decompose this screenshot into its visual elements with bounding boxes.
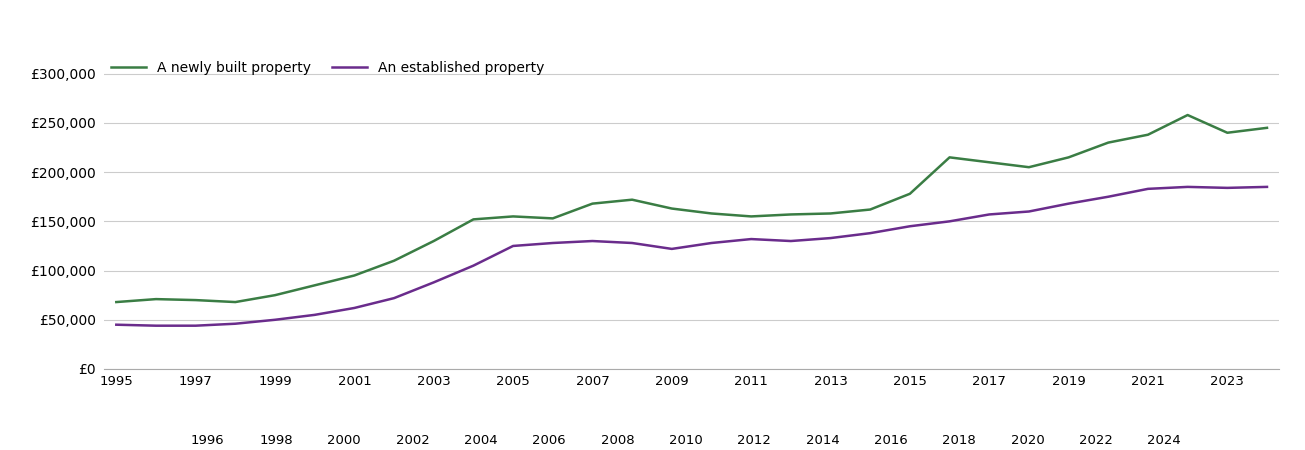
A newly built property — [981, 160, 997, 165]
Text: 2000: 2000 — [328, 434, 361, 447]
Text: 2018: 2018 — [942, 434, 976, 447]
A newly built property — [1061, 155, 1077, 160]
A newly built property — [1259, 125, 1275, 130]
A newly built property — [1021, 165, 1036, 170]
A newly built property — [585, 201, 600, 206]
A newly built property — [268, 292, 283, 298]
An established property — [1021, 209, 1036, 214]
An established property — [466, 263, 482, 268]
An established property — [1061, 201, 1077, 206]
A newly built property — [1100, 140, 1116, 145]
Text: 2024: 2024 — [1147, 434, 1181, 447]
Text: 2010: 2010 — [669, 434, 703, 447]
An established property — [108, 322, 124, 328]
A newly built property — [307, 283, 322, 288]
Line: A newly built property: A newly built property — [116, 115, 1267, 302]
An established property — [902, 224, 917, 229]
A newly built property — [425, 238, 441, 244]
A newly built property — [1219, 130, 1235, 135]
A newly built property — [505, 214, 521, 219]
An established property — [703, 240, 719, 246]
Text: 2014: 2014 — [805, 434, 839, 447]
Text: 2022: 2022 — [1079, 434, 1113, 447]
Text: 2008: 2008 — [600, 434, 634, 447]
A newly built property — [1180, 112, 1195, 118]
A newly built property — [664, 206, 680, 211]
A newly built property — [466, 216, 482, 222]
A newly built property — [783, 212, 799, 217]
Text: 2006: 2006 — [532, 434, 566, 447]
A newly built property — [347, 273, 363, 278]
A newly built property — [744, 214, 760, 219]
Text: 2012: 2012 — [737, 434, 771, 447]
A newly built property — [624, 197, 639, 202]
An established property — [981, 212, 997, 217]
An established property — [188, 323, 204, 328]
An established property — [1259, 184, 1275, 189]
Legend: A newly built property, An established property: A newly built property, An established p… — [111, 61, 544, 75]
An established property — [347, 305, 363, 310]
Text: 1998: 1998 — [260, 434, 292, 447]
Text: 2016: 2016 — [874, 434, 908, 447]
Text: 2020: 2020 — [1010, 434, 1044, 447]
Text: 2004: 2004 — [465, 434, 497, 447]
An established property — [822, 235, 838, 241]
An established property — [307, 312, 322, 318]
A newly built property — [545, 216, 561, 221]
An established property — [545, 240, 561, 246]
An established property — [744, 236, 760, 242]
An established property — [1219, 185, 1235, 191]
An established property — [149, 323, 164, 328]
An established property — [227, 321, 243, 326]
An established property — [942, 219, 958, 224]
Text: 2002: 2002 — [395, 434, 429, 447]
An established property — [425, 279, 441, 285]
A newly built property — [863, 207, 878, 212]
An established property — [783, 238, 799, 244]
Text: 1996: 1996 — [191, 434, 224, 447]
A newly built property — [703, 211, 719, 216]
An established property — [1141, 186, 1156, 192]
An established property — [1100, 194, 1116, 199]
An established property — [863, 230, 878, 236]
A newly built property — [108, 299, 124, 305]
An established property — [505, 243, 521, 249]
An established property — [624, 240, 639, 246]
A newly built property — [188, 297, 204, 303]
An established property — [585, 238, 600, 244]
Line: An established property: An established property — [116, 187, 1267, 326]
An established property — [1180, 184, 1195, 189]
A newly built property — [149, 297, 164, 302]
A newly built property — [1141, 132, 1156, 137]
A newly built property — [902, 191, 917, 197]
An established property — [386, 295, 402, 301]
An established property — [664, 246, 680, 252]
A newly built property — [822, 211, 838, 216]
A newly built property — [227, 299, 243, 305]
A newly built property — [386, 258, 402, 263]
An established property — [268, 317, 283, 323]
A newly built property — [942, 155, 958, 160]
